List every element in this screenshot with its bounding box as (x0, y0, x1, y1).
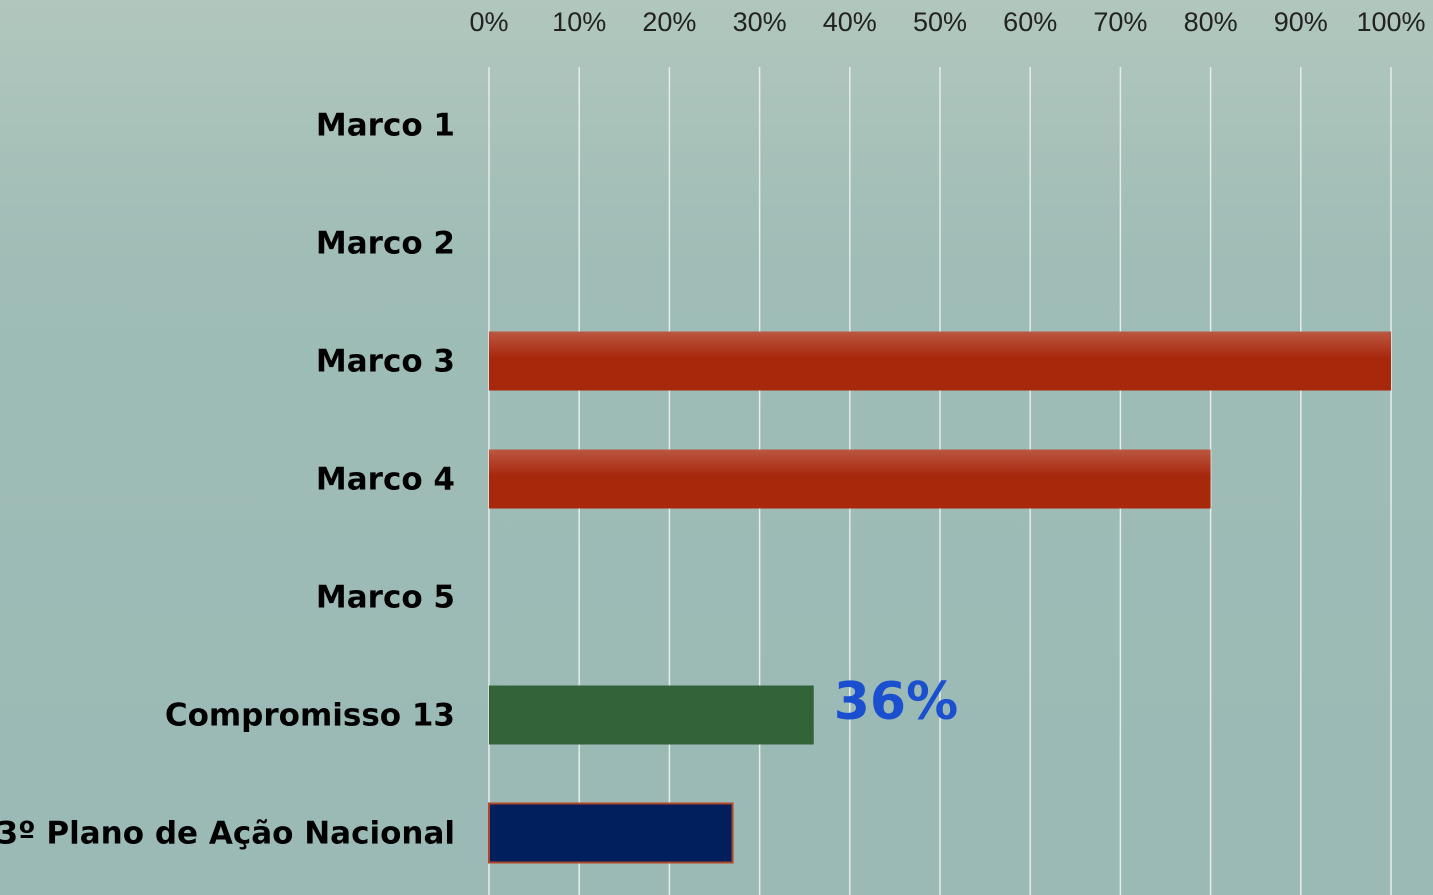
x-tick-label: 40% (823, 7, 877, 37)
x-tick-label: 20% (642, 7, 696, 37)
bar (489, 449, 1211, 509)
x-tick-label: 80% (1184, 7, 1238, 37)
x-tick-label: 70% (1093, 7, 1147, 37)
bar (488, 802, 734, 864)
y-tick-label: Marco 3 (316, 344, 455, 380)
y-tick-label: Marco 2 (316, 226, 455, 262)
data-label: 36% (834, 672, 958, 732)
x-tick-label: 90% (1274, 7, 1328, 37)
bar (489, 331, 1391, 391)
y-tick-label: 3º Plano de Ação Nacional (0, 816, 455, 852)
x-tick-label: 100% (1356, 7, 1425, 37)
y-tick-label: Marco 5 (316, 580, 455, 616)
x-tick-label: 10% (552, 7, 606, 37)
y-tick-label: Marco 4 (316, 462, 455, 498)
y-tick-label: Compromisso 13 (165, 698, 455, 734)
x-tick-label: 30% (733, 7, 787, 37)
x-tick-label: 0% (469, 7, 508, 37)
bar (489, 685, 814, 745)
x-tick-label: 50% (913, 7, 967, 37)
y-tick-label: Marco 1 (316, 108, 455, 144)
x-tick-label: 60% (1003, 7, 1057, 37)
